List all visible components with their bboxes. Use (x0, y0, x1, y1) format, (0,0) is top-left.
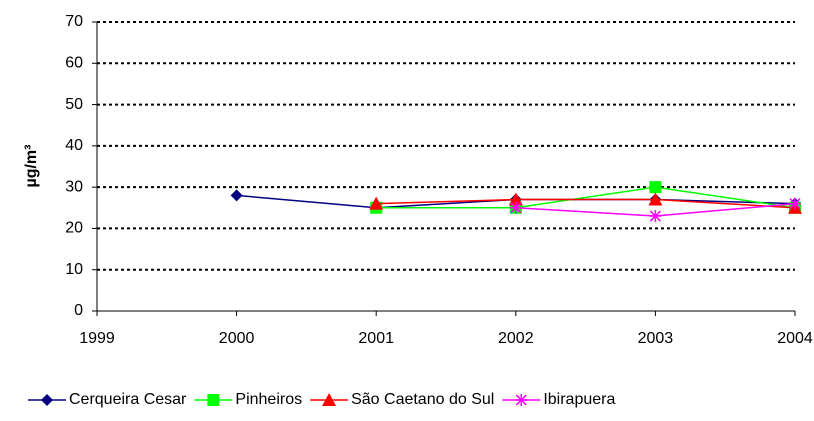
legend-marker (41, 394, 53, 406)
legend-label: São Caetano do Sul (351, 391, 494, 408)
y-tick-label: 20 (65, 220, 83, 237)
legend-marker (322, 393, 337, 406)
legend-label: Cerqueira Cesar (69, 391, 187, 408)
y-axis-label: µg/m³ (23, 145, 40, 188)
x-tick-label: 2003 (638, 330, 674, 347)
x-tick-label: 1999 (79, 330, 115, 347)
x-tick-label: 2000 (219, 330, 255, 347)
x-tick-label: 2002 (498, 330, 534, 347)
x-tick-label: 2001 (358, 330, 394, 347)
series-line (376, 186, 796, 209)
legend-label: Ibirapuera (543, 391, 615, 408)
y-tick-label: 60 (65, 55, 83, 72)
marker (789, 197, 801, 210)
series-line (376, 198, 796, 209)
y-tick-label: 50 (65, 96, 83, 113)
marker (649, 210, 662, 223)
y-tick-label: 10 (65, 261, 83, 278)
y-tick-label: 0 (74, 302, 83, 319)
legend-marker (515, 394, 528, 406)
y-tick-label: 30 (65, 178, 83, 195)
y-tick-label: 40 (65, 137, 83, 154)
legend-marker (207, 394, 220, 406)
y-tick-label: 70 (65, 13, 83, 30)
marker (508, 192, 523, 206)
marker (230, 189, 243, 202)
marker (369, 196, 384, 210)
marker (509, 201, 522, 214)
legend-label: Pinheiros (235, 391, 302, 408)
marker (649, 181, 662, 194)
marker (648, 192, 663, 206)
x-tick-label: 2004 (777, 330, 813, 347)
